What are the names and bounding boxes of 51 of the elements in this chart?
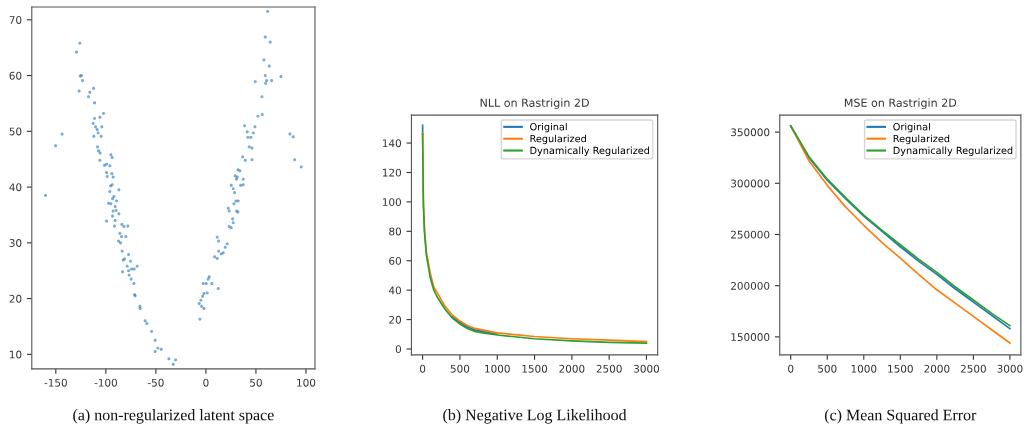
legend-label: Regularized	[530, 134, 586, 145]
y-tick-label: 300000	[731, 179, 770, 188]
x-tick-label: 500	[818, 364, 837, 373]
x-tick-label: -100	[94, 378, 117, 387]
x-tick-label: 3000	[634, 364, 660, 373]
x-tick-label: 50	[250, 378, 262, 387]
y-tick-label: 80	[389, 227, 402, 236]
y-tick-label: 20	[9, 294, 22, 303]
y-tick-label: 50	[9, 127, 22, 136]
x-tick-label: 2000	[559, 364, 585, 373]
text: (a) non-regularized latent space	[73, 409, 274, 424]
x-tick-label: 1000	[485, 364, 510, 373]
x-tick-label: 2500	[960, 364, 986, 373]
x-tick-label: 1500	[522, 364, 548, 373]
y-tick-label: 100	[382, 198, 402, 207]
legend-label: Original	[893, 122, 930, 133]
x-tick-label: 1000	[851, 364, 877, 373]
x-tick-label: 2000	[924, 364, 950, 373]
y-tick-label: 70	[9, 16, 22, 24]
y-tick-label: 60	[389, 256, 402, 265]
x-tick-label: -150	[44, 378, 67, 387]
x-tick-label: 100	[297, 378, 316, 387]
legend-label: Regularized	[893, 134, 950, 145]
chart-title: NLL on Rastrigin 2D	[480, 98, 589, 110]
y-tick-label: 350000	[731, 128, 770, 137]
y-tick-label: 200000	[731, 281, 770, 290]
x-tick-label: 3000	[997, 364, 1023, 373]
x-tick-label: 1500	[888, 364, 913, 373]
y-tick-label: 120	[382, 168, 402, 177]
y-tick-label: 140	[382, 139, 402, 148]
legend-label: Original	[530, 122, 567, 133]
x-tick-label: 500	[450, 364, 470, 373]
x-tick-label: -50	[147, 378, 164, 387]
y-tick-label: 60	[9, 71, 22, 80]
y-tick-label: 40	[388, 286, 402, 295]
text: (b) Negative Log Likelihood	[443, 409, 627, 424]
text: (c) Mean Squared Error	[824, 409, 977, 424]
y-tick-label: 0	[395, 345, 402, 354]
x-tick-label: 0	[203, 378, 209, 387]
chart-title: MSE on Rastrigin 2D	[844, 98, 957, 110]
legend-label: Dynamically Regularized	[530, 146, 649, 156]
y-tick-label: 10	[9, 350, 22, 359]
y-tick-label: 40	[9, 183, 22, 192]
x-tick-label: 2500	[596, 364, 622, 373]
x-tick-label: 0	[788, 364, 794, 373]
y-tick-label: 250000	[731, 230, 770, 239]
y-tick-label: 20	[389, 315, 402, 324]
y-tick-label: 30	[9, 239, 22, 247]
y-tick-label: 150000	[731, 333, 770, 341]
legend-label: Dynamically Regularized	[893, 146, 1013, 156]
x-tick-label: 0	[419, 364, 426, 373]
